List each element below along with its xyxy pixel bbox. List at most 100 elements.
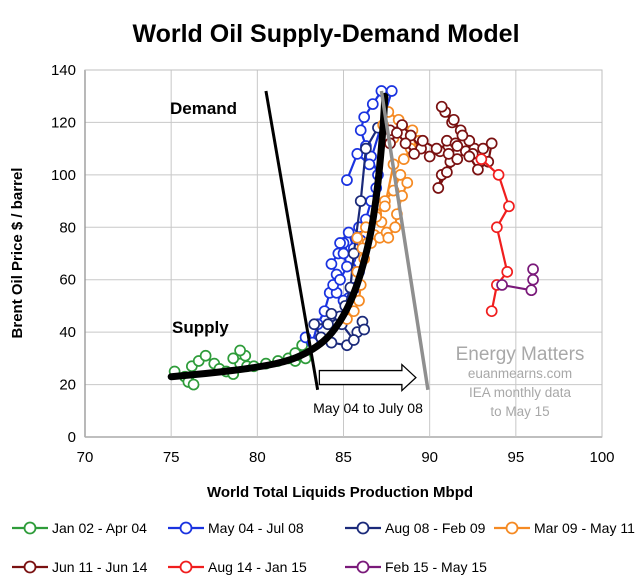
plot-area-frame	[84, 69, 603, 438]
data-point	[447, 113, 460, 126]
data-point	[187, 378, 200, 391]
data-point	[385, 85, 398, 97]
data-point	[347, 334, 360, 346]
y-axis-title: Brent Oil Price $ / barrel	[9, 168, 26, 339]
legend-marker	[356, 560, 370, 574]
x-tick-label: 95	[507, 449, 524, 466]
data-point	[404, 129, 417, 142]
legend-label: Aug 14 - Jan 15	[208, 559, 307, 575]
data-point	[525, 284, 538, 297]
data-point	[456, 129, 469, 142]
data-point	[199, 349, 212, 362]
data-point	[322, 318, 334, 331]
data-point	[389, 221, 402, 234]
data-point	[325, 307, 338, 320]
data-point	[397, 153, 410, 165]
data-point	[358, 111, 371, 124]
data-point	[325, 258, 338, 270]
shifted-demand-curve	[379, 90, 430, 391]
data-point	[334, 273, 346, 286]
y-axis-ticks: 0 20 40 60 80 100 120 140	[51, 62, 76, 446]
data-point	[503, 200, 515, 213]
annotation-site: euanmearns.com	[468, 366, 572, 381]
data-point	[399, 137, 412, 150]
data-point	[366, 98, 379, 110]
arrow-label: May 04 to July 08	[313, 400, 423, 416]
x-tick-label: 75	[163, 449, 180, 466]
data-point	[496, 279, 508, 291]
data-point	[341, 174, 353, 186]
data-point	[451, 140, 464, 152]
legend-item: May 04 - Jul 08	[168, 520, 304, 536]
demand-label: Demand	[170, 99, 237, 118]
legend-item: Aug 08 - Feb 09	[345, 520, 486, 536]
data-point	[347, 247, 360, 260]
data-point	[435, 100, 448, 113]
data-point	[334, 237, 346, 249]
data-point	[485, 305, 498, 318]
x-tick-label: 100	[589, 449, 614, 466]
y-tick-label: 100	[51, 167, 76, 184]
data-point	[527, 273, 539, 286]
legend-item: Aug 14 - Jan 15	[168, 559, 307, 575]
annotation-line1: IEA monthly data	[469, 385, 572, 400]
data-point	[341, 260, 353, 273]
shift-arrow-shape	[318, 363, 417, 393]
legend-item: Jan 02 - Apr 04	[12, 520, 147, 536]
supply-label: Supply	[172, 318, 229, 337]
y-tick-label: 20	[59, 377, 76, 394]
data-point	[501, 266, 514, 278]
data-point	[463, 150, 476, 163]
data-point	[442, 148, 455, 160]
data-point	[472, 163, 484, 176]
legend-marker	[179, 560, 193, 574]
legend-item: Jun 11 - Jun 14	[12, 559, 148, 575]
data-point	[423, 150, 436, 163]
legend-item: Feb 15 - May 15	[345, 559, 487, 575]
legend-label: May 04 - Jul 08	[208, 520, 304, 536]
data-point	[492, 169, 505, 181]
legend-label: Aug 08 - Feb 09	[385, 520, 486, 536]
data-point	[491, 221, 503, 234]
x-tick-label: 80	[249, 449, 266, 466]
x-tick-label: 70	[77, 449, 94, 466]
legend-label: Mar 09 - May 11	[534, 520, 635, 536]
y-tick-label: 140	[51, 62, 76, 79]
data-point	[363, 158, 376, 171]
series-jun-11-jun-14	[384, 100, 498, 194]
series-feb-15-may-15	[496, 263, 539, 297]
data-point	[416, 134, 429, 147]
data-point	[391, 127, 403, 139]
data-point	[475, 153, 488, 165]
data-point	[337, 247, 350, 260]
legend-marker	[356, 521, 370, 535]
data-point	[396, 119, 408, 131]
demand-curve	[264, 90, 320, 391]
data-point	[354, 195, 367, 207]
data-point	[527, 263, 539, 276]
legend-label: Jan 02 - Apr 04	[52, 520, 147, 536]
data-point	[358, 323, 371, 336]
y-tick-label: 60	[59, 272, 76, 289]
data-point	[234, 344, 246, 357]
y-tick-label: 120	[51, 114, 76, 131]
legend-label: Feb 15 - May 15	[385, 559, 487, 575]
data-point	[382, 231, 395, 244]
data-point	[485, 137, 498, 150]
data-point	[379, 200, 391, 213]
data-point	[401, 176, 414, 189]
legend-marker	[23, 560, 37, 574]
shift-arrow	[318, 363, 417, 393]
x-tick-label: 85	[335, 449, 352, 466]
data-point	[308, 318, 321, 331]
data-point	[408, 148, 421, 160]
data-point	[351, 148, 364, 160]
data-point	[227, 352, 240, 365]
legend-label: Jun 11 - Jun 14	[52, 559, 148, 575]
legend-item: Mar 09 - May 11	[494, 520, 635, 536]
legend-marker	[505, 521, 519, 535]
y-tick-label: 80	[59, 219, 76, 236]
data-point	[451, 153, 464, 165]
chart-title: World Oil Supply-Demand Model	[132, 20, 519, 48]
